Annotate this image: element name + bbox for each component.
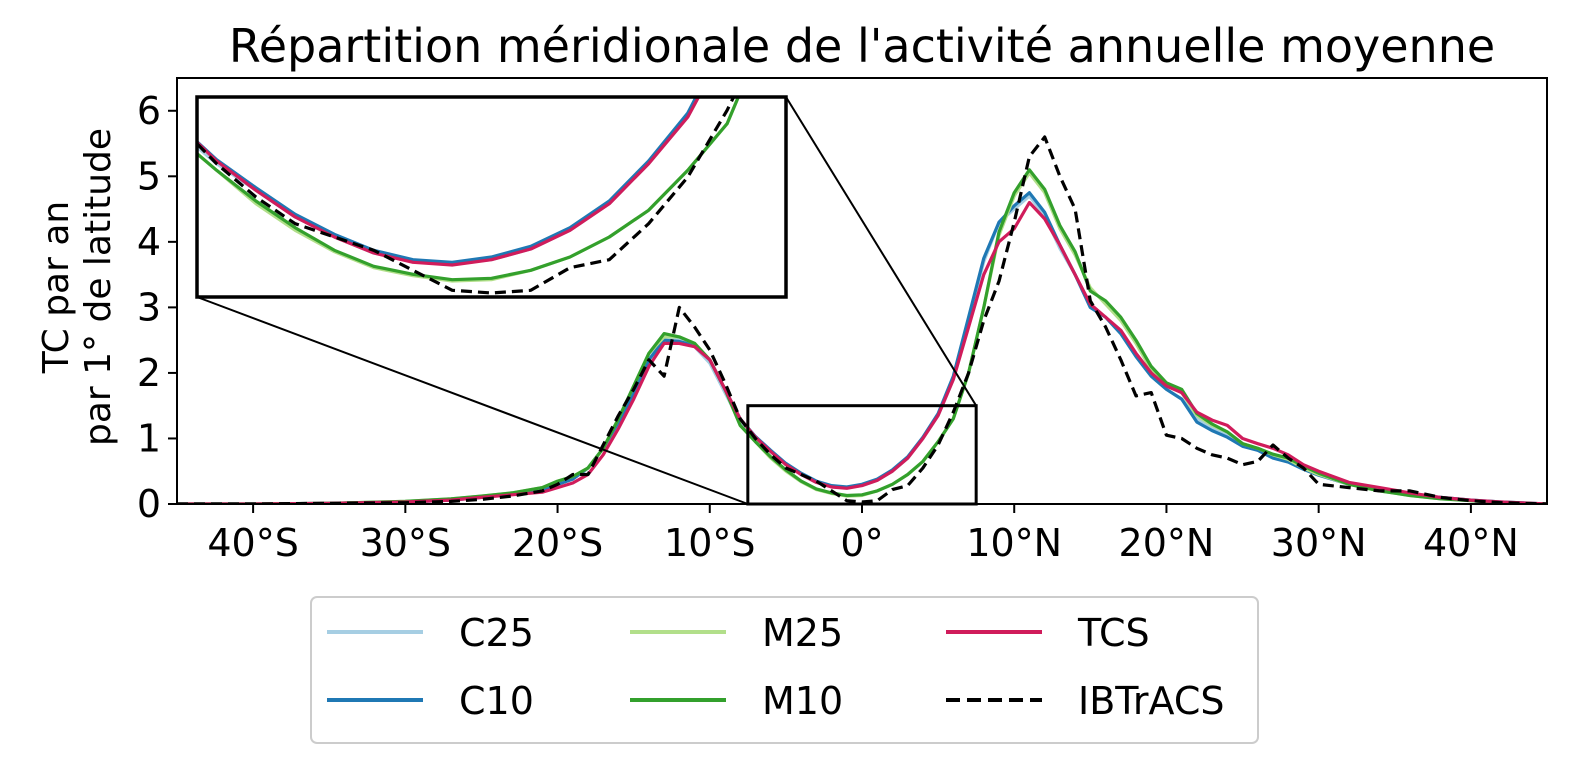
series-line-ibtracs [177, 135, 1547, 504]
x-tick-label-30-s: 30°S [360, 521, 451, 565]
inset-series-line-m10 [197, 97, 741, 282]
series-line-tcs [177, 200, 1547, 504]
x-tick-label-10-s: 10°S [664, 521, 755, 565]
legend-label-m25: M25 [762, 611, 843, 655]
zoom-connector-right [785, 96, 978, 407]
series-layer [177, 135, 1547, 504]
inset-axes [195, 95, 788, 299]
x-tick-label-30-n: 30°N [1271, 521, 1367, 565]
x-tick-label-0-: 0° [840, 521, 883, 565]
axes: 40°S 30°S 20°S 10°S 0° 10°N 20°N 30°N 40°N 0 1 2 3 4 5… [137, 77, 1548, 565]
y-axis-label-line-1: TC par an [36, 201, 77, 375]
inset-series-line-c10 [197, 97, 698, 264]
legend: C25 C10 M25 M10 TCS IBTrACS [310, 596, 1259, 744]
y-axis-label-line-2: par 1° de latitude [78, 128, 119, 446]
x-tick-label-40-s: 40°S [207, 521, 298, 565]
legend-label-tcs: TCS [1077, 611, 1150, 655]
legend-label-ibtracs: IBTrACS [1078, 679, 1225, 723]
inset-frame [195, 95, 788, 299]
zoom-connector-left [196, 296, 749, 505]
chart-title: Répartition méridionale de l'activité an… [229, 19, 1495, 73]
y-tick-label-0: 0 [137, 482, 161, 526]
inset-series [197, 97, 741, 295]
legend-label-c25: C25 [459, 611, 534, 655]
legend-label-c10: C10 [459, 679, 534, 723]
y-tick-label-3: 3 [137, 285, 161, 329]
x-tick-label-40-n: 40°N [1423, 521, 1519, 565]
x-tick-label-10-n: 10°N [966, 521, 1062, 565]
y-tick-label-5: 5 [137, 154, 161, 198]
x-tick-label-20-n: 20°N [1119, 521, 1215, 565]
inset-background [197, 97, 786, 297]
y-tick-label-4: 4 [137, 220, 161, 264]
y-tick-label-6: 6 [137, 89, 161, 133]
inset-series-line-tcs [197, 97, 701, 267]
y-tick-label-2: 2 [137, 351, 161, 395]
inset-series-line-ibtracs [197, 97, 736, 295]
x-tick-label-20-s: 20°S [512, 521, 603, 565]
y-tick-label-1: 1 [137, 416, 161, 460]
legend-label-m10: M10 [762, 679, 843, 723]
